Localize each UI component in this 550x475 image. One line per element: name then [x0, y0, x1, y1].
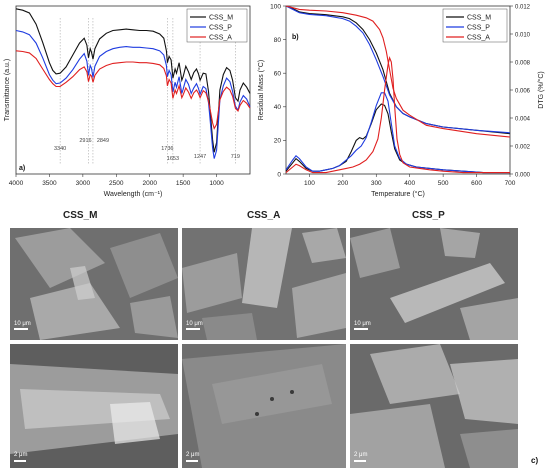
y2-tick-label: 0.006: [515, 88, 531, 94]
y-tick-label: 40: [274, 104, 282, 111]
legend-label: CSS_M: [209, 15, 233, 22]
x-tick-label: 4000: [9, 180, 24, 187]
peak-label: 1247: [194, 154, 206, 160]
x-tick-label: 1500: [176, 180, 191, 187]
x-tick-label: 700: [505, 180, 516, 187]
scale-label: 2 μm: [186, 452, 200, 458]
legend-label: CSS_A: [209, 35, 232, 42]
peak-label: 1736: [161, 146, 173, 152]
legend-label: CSS_P: [209, 25, 232, 32]
sem-texture: [10, 344, 178, 468]
scale-label: 2 μm: [354, 452, 368, 458]
peak-label: 2849: [97, 138, 109, 144]
series-line-css-p: [15, 29, 251, 159]
peak-label: 719: [231, 154, 240, 160]
y-axis-label: Residual Mass (°C): [257, 60, 265, 120]
x-tick-label: 2500: [109, 180, 124, 187]
sem-column-title-css-m: CSS_M: [63, 210, 98, 221]
sem-texture: [350, 344, 518, 468]
scale-label: 10 μm: [354, 321, 371, 327]
sem-texture: [10, 228, 178, 340]
y-tick-label: 80: [274, 37, 282, 44]
sem-image-css-p-10um: 10 μm: [350, 228, 518, 340]
panel-label-c: c): [531, 456, 539, 465]
x-tick-label: 600: [471, 180, 482, 187]
y-tick-label: 100: [270, 3, 281, 10]
panel-label-a: a): [19, 165, 25, 172]
x-tick-label: 3500: [42, 180, 57, 187]
dtg-line-css-p: [285, 92, 510, 174]
sem-image-css-m-2um: 2 μm: [10, 344, 178, 468]
series-line-css-a: [15, 50, 251, 130]
scale-bar: [186, 328, 200, 330]
y2-tick-label: 0.000: [515, 172, 531, 178]
sem-image-css-p-2um: 2 μm: [350, 344, 518, 468]
scale-bar: [186, 460, 198, 462]
mass-line-css-p: [285, 5, 511, 134]
x-tick-label: 1000: [209, 180, 224, 187]
y2-tick-label: 0.012: [515, 4, 531, 10]
sem-column-title-css-a: CSS_A: [247, 210, 281, 221]
panel-label-b: b): [292, 34, 299, 41]
peak-label: 1653: [167, 156, 179, 162]
y2-tick-label: 0.010: [515, 32, 531, 38]
x-tick-label: 2000: [142, 180, 157, 187]
scale-label: 10 μm: [186, 321, 203, 327]
sem-image-css-a-2um: 2 μm: [182, 344, 346, 468]
x-tick-label: 200: [337, 180, 348, 187]
scale-bar: [354, 328, 368, 330]
y2-axis-label: DTG (%/°C): [537, 71, 545, 108]
y-axis-label: Transmittance (a.u.): [4, 59, 11, 121]
x-tick-label: 500: [438, 180, 449, 187]
y-tick-label: 0: [277, 171, 281, 178]
legend-label: CSS_A: [467, 35, 490, 42]
y2-tick-label: 0.008: [515, 60, 531, 66]
sem-texture: [182, 228, 346, 340]
sem-texture: [182, 344, 346, 468]
scale-bar: [14, 328, 28, 330]
x-tick-label: 3000: [76, 180, 91, 187]
legend-label: CSS_M: [467, 15, 491, 22]
legend-label: CSS_P: [467, 25, 490, 32]
x-tick-label: 400: [404, 180, 415, 187]
y-tick-label: 20: [274, 138, 282, 145]
peak-label: 2916: [79, 138, 91, 144]
x-axis-label: Temperature (°C): [371, 190, 425, 198]
sem-image-css-m-10um: 10 μm: [10, 228, 178, 340]
scale-label: 10 μm: [14, 321, 31, 327]
dtg-line-css-a: [285, 55, 510, 174]
mass-line-css-a: [285, 5, 511, 138]
x-axis-label: Wavelength (cm⁻¹): [104, 191, 163, 198]
y2-tick-label: 0.002: [515, 144, 531, 150]
scale-bar: [354, 460, 366, 462]
peak-label: 3340: [54, 146, 66, 152]
scale-label: 2 μm: [14, 452, 28, 458]
x-tick-label: 100: [304, 180, 315, 187]
y-tick-label: 60: [274, 71, 282, 78]
y2-tick-label: 0.004: [515, 116, 531, 122]
scale-bar: [14, 460, 26, 462]
sem-texture: [350, 228, 518, 340]
x-tick-label: 300: [371, 180, 382, 187]
plot-frame-a: [15, 5, 251, 175]
sem-image-css-a-10um: 10 μm: [182, 228, 346, 340]
dtg-line-css-m: [285, 103, 510, 174]
sem-column-title-css-p: CSS_P: [412, 210, 445, 221]
